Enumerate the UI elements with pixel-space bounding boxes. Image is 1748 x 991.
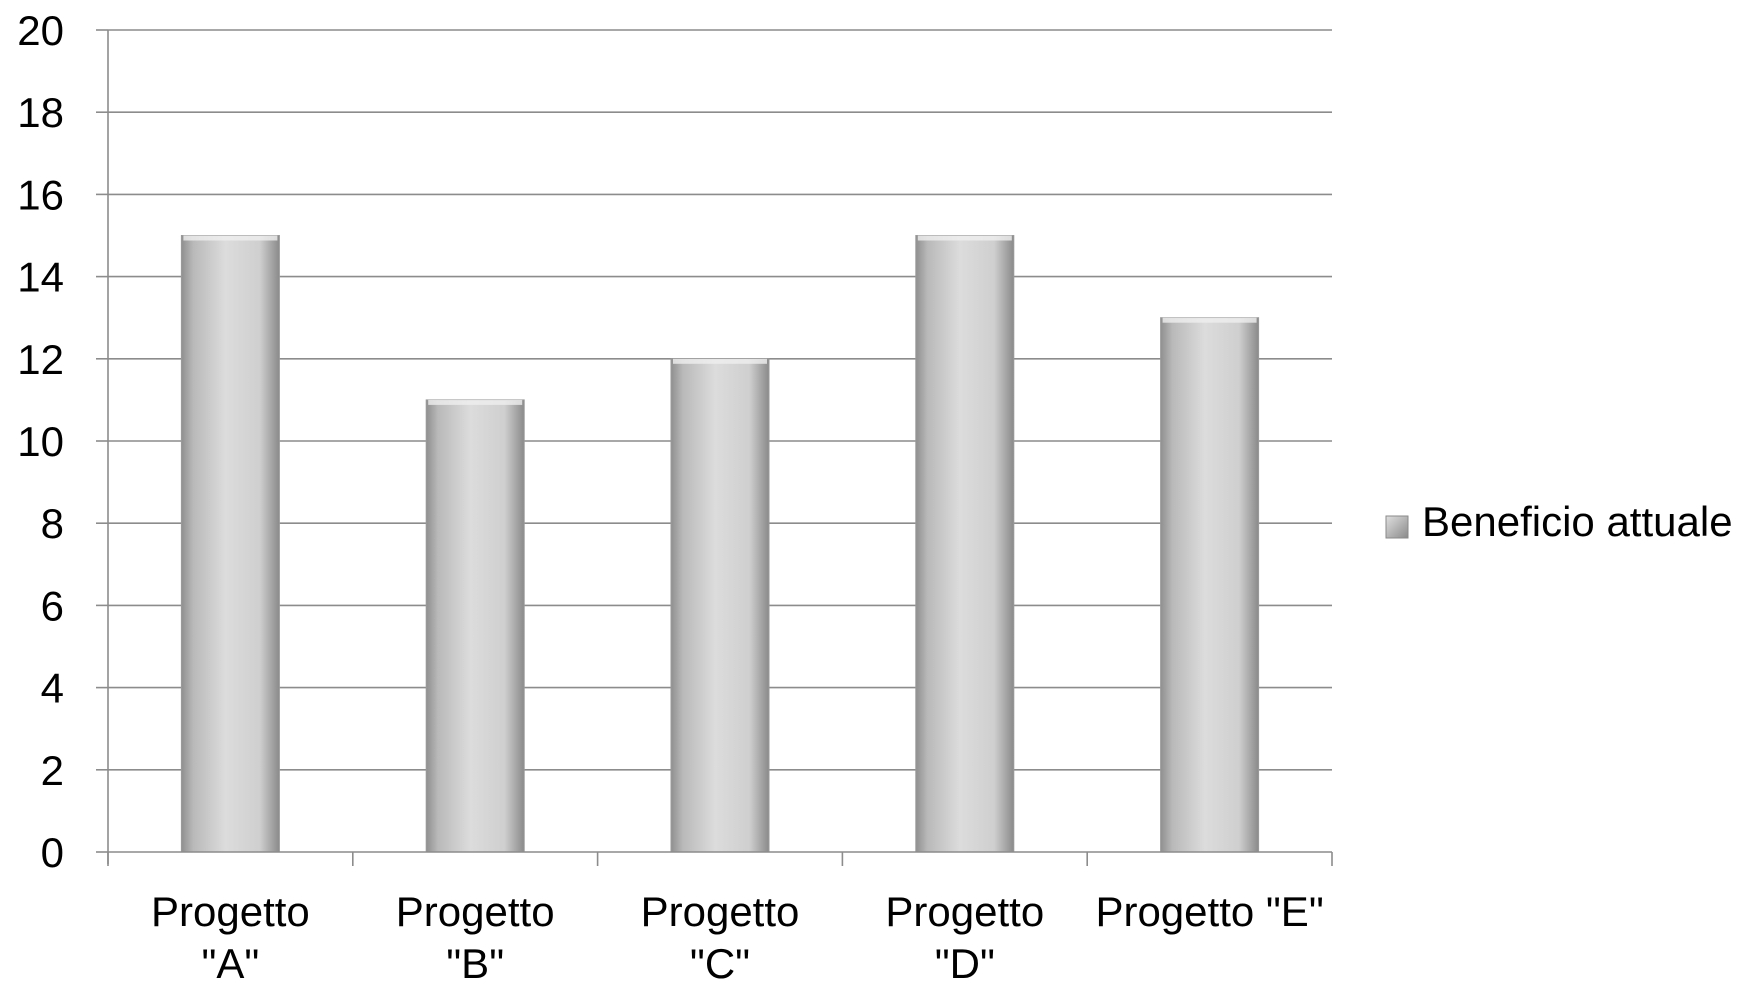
bar-top-bevel xyxy=(1162,317,1257,323)
x-category-label-line: "A" xyxy=(201,940,259,986)
bar-top-bevel xyxy=(428,399,523,405)
bar xyxy=(670,358,770,853)
x-category-label: Progetto "A" xyxy=(151,888,310,986)
bar xyxy=(1160,317,1260,853)
legend-label: Beneficio attuale xyxy=(1422,498,1733,545)
x-category-label: Progetto "C" xyxy=(641,888,800,986)
bars xyxy=(180,235,1260,853)
y-tick-label: 6 xyxy=(41,582,64,629)
y-tick-label: 18 xyxy=(17,89,64,136)
x-category-label-line: "C" xyxy=(690,940,750,986)
y-tick-label: 2 xyxy=(41,747,64,794)
y-tick-label: 8 xyxy=(41,500,64,547)
bar xyxy=(425,399,525,853)
x-category-label: Progetto "E" xyxy=(1095,888,1323,935)
bar-top-bevel xyxy=(917,235,1012,241)
y-tick-label: 14 xyxy=(17,254,64,301)
y-tick-label: 16 xyxy=(17,171,64,218)
bar-top-bevel xyxy=(183,235,278,241)
x-category-label-line: Progetto xyxy=(885,888,1044,935)
bar xyxy=(915,235,1015,853)
x-category-label-line: Progetto xyxy=(151,888,310,935)
y-tick-labels: 0 2 4 6 8 10 12 14 16 18 20 xyxy=(17,7,64,876)
x-category-label-line: "B" xyxy=(446,940,504,986)
legend-swatch xyxy=(1385,515,1409,539)
y-tick-label: 0 xyxy=(41,829,64,876)
y-tick-label: 20 xyxy=(17,7,64,54)
x-category-label-line: "D" xyxy=(935,940,995,986)
axes xyxy=(96,29,1333,866)
y-tick-label: 12 xyxy=(17,336,64,383)
bar-top-bevel xyxy=(673,358,767,364)
y-tick-label: 4 xyxy=(41,665,64,712)
x-category-labels: Progetto "A"Progetto "B"Progetto "C"Progett… xyxy=(151,888,1324,987)
x-category-label-line: Progetto xyxy=(396,888,555,935)
x-category-label: Progetto "D" xyxy=(885,888,1044,986)
bar xyxy=(180,235,280,853)
y-tick-label: 10 xyxy=(17,418,64,465)
x-category-label: Progetto "B" xyxy=(396,888,555,986)
legend: Beneficio attuale xyxy=(1385,498,1733,545)
x-category-label-line: Progetto xyxy=(641,888,800,935)
x-category-label-line: Progetto "E" xyxy=(1095,888,1323,935)
